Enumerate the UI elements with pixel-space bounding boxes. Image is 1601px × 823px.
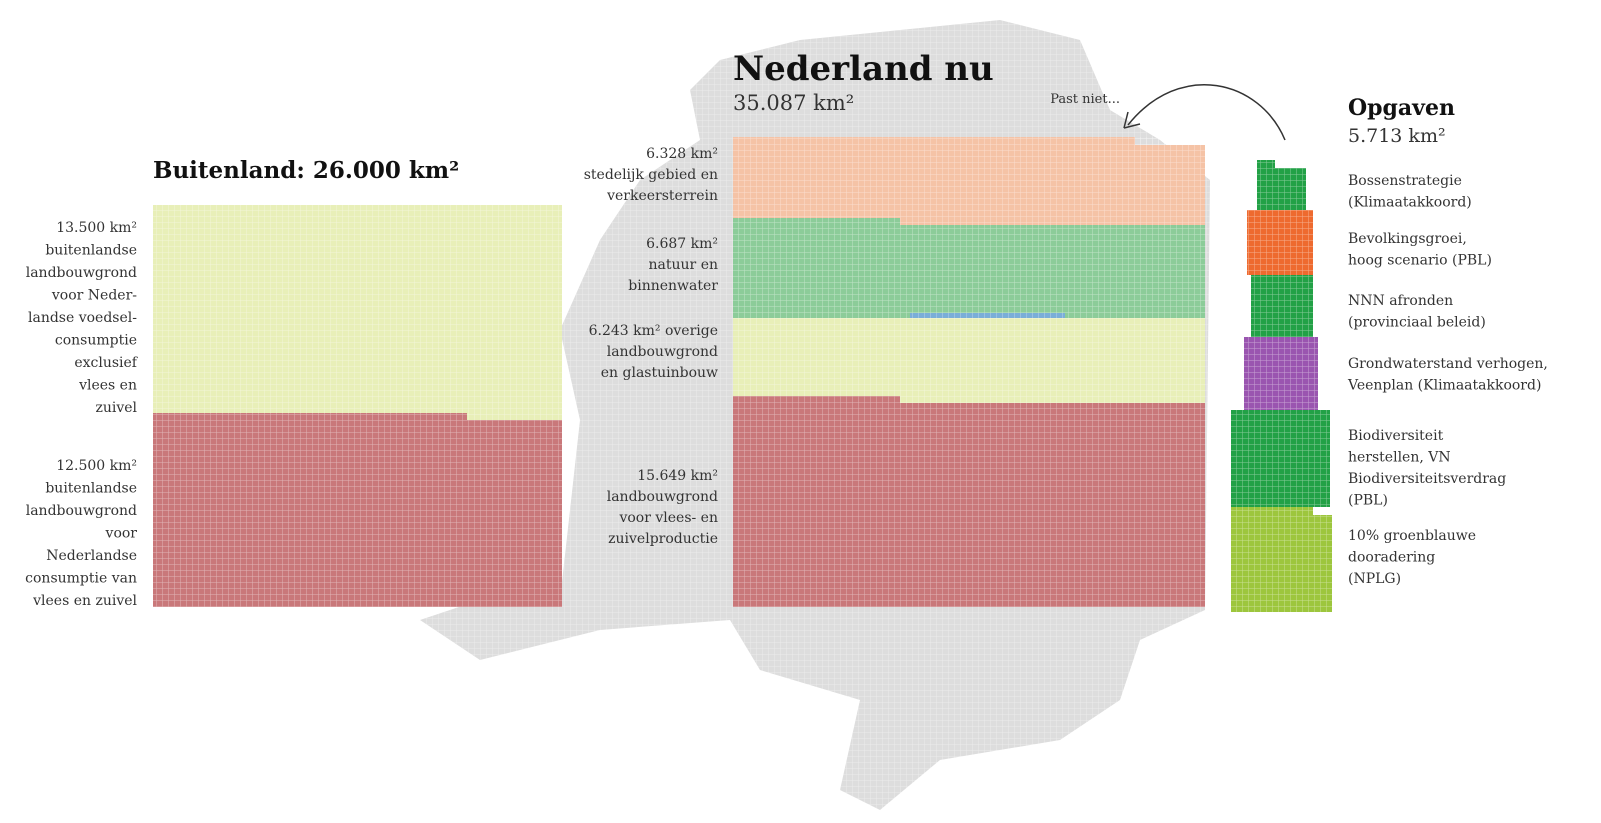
label-line: 13.500 km² <box>56 220 137 236</box>
label-line: landbouwgrond <box>26 503 137 519</box>
grid-overlay <box>153 205 562 607</box>
grid-overlay <box>733 137 1205 607</box>
label-line: Biodiversiteitsverdrag <box>1348 471 1506 487</box>
label-line: Biodiversiteit <box>1348 428 1444 444</box>
label-line: exclusief <box>74 355 138 371</box>
label-line: (provinciaal beleid) <box>1348 315 1486 331</box>
label-line: natuur en <box>649 257 718 273</box>
label-line: 15.649 km² <box>637 468 718 484</box>
label-line: buitenlandse <box>45 243 137 259</box>
label-line: vlees en <box>78 378 137 394</box>
label-line: hoog scenario (PBL) <box>1348 253 1492 269</box>
middle-title: Nederland nu <box>733 49 994 89</box>
label-line: Bossenstrategie <box>1348 173 1462 189</box>
label-line: stedelijk gebied en <box>584 167 718 183</box>
label-line: Veenplan (Klimaatakkoord) <box>1347 378 1541 394</box>
label-line: dooradering <box>1348 550 1435 566</box>
label-line: (PBL) <box>1348 493 1388 509</box>
label-line: 12.500 km² <box>56 458 137 474</box>
label-line: NNN afronden <box>1348 293 1453 309</box>
right-subtitle: 5.713 km² <box>1348 125 1446 147</box>
label-line: landbouwgrond <box>607 344 718 360</box>
label-line: voor <box>105 526 138 542</box>
label-line: (NPLG) <box>1348 571 1401 587</box>
label-line: herstellen, VN <box>1348 450 1451 466</box>
label-line: consumptie van <box>25 571 137 587</box>
label-line: 6.243 km² overige <box>589 323 718 339</box>
label-line: landbouwgrond <box>26 265 137 281</box>
right-title: Opgaven <box>1348 95 1455 121</box>
label-line: binnenwater <box>628 278 718 294</box>
label-line: zuivel <box>95 400 137 416</box>
label-line: Grondwaterstand verhogen, <box>1348 356 1548 372</box>
label-line: Bevolkingsgroei, <box>1348 231 1467 247</box>
label-line: 6.328 km² <box>646 146 718 162</box>
label-line: landse voedsel- <box>28 310 137 326</box>
label-line: verkeersterrein <box>606 188 718 204</box>
note: Past niet... <box>1050 92 1120 107</box>
label-line: buitenlandse <box>45 481 137 497</box>
label-line: landbouwgrond <box>607 489 718 505</box>
left-title: Buitenland: 26.000 km² <box>153 157 459 184</box>
label-line: voor Neder- <box>51 288 137 304</box>
arrow <box>1127 83 1286 141</box>
label-line: Nederlandse <box>46 548 137 564</box>
label-line: consumptie <box>55 333 137 349</box>
label-line: 10% groenblauwe <box>1348 528 1476 544</box>
label-line: (Klimaatakkoord) <box>1348 195 1472 211</box>
arrow-head <box>1123 111 1141 129</box>
label-line: voor vlees- en <box>618 510 718 526</box>
label-line: vlees en zuivel <box>32 593 137 609</box>
label-line: 6.687 km² <box>646 236 718 252</box>
middle-subtitle: 35.087 km² <box>733 91 854 115</box>
grid-overlay <box>1231 160 1332 612</box>
label-line: en glastuinbouw <box>601 365 718 381</box>
label-line: zuivelproductie <box>608 531 718 547</box>
